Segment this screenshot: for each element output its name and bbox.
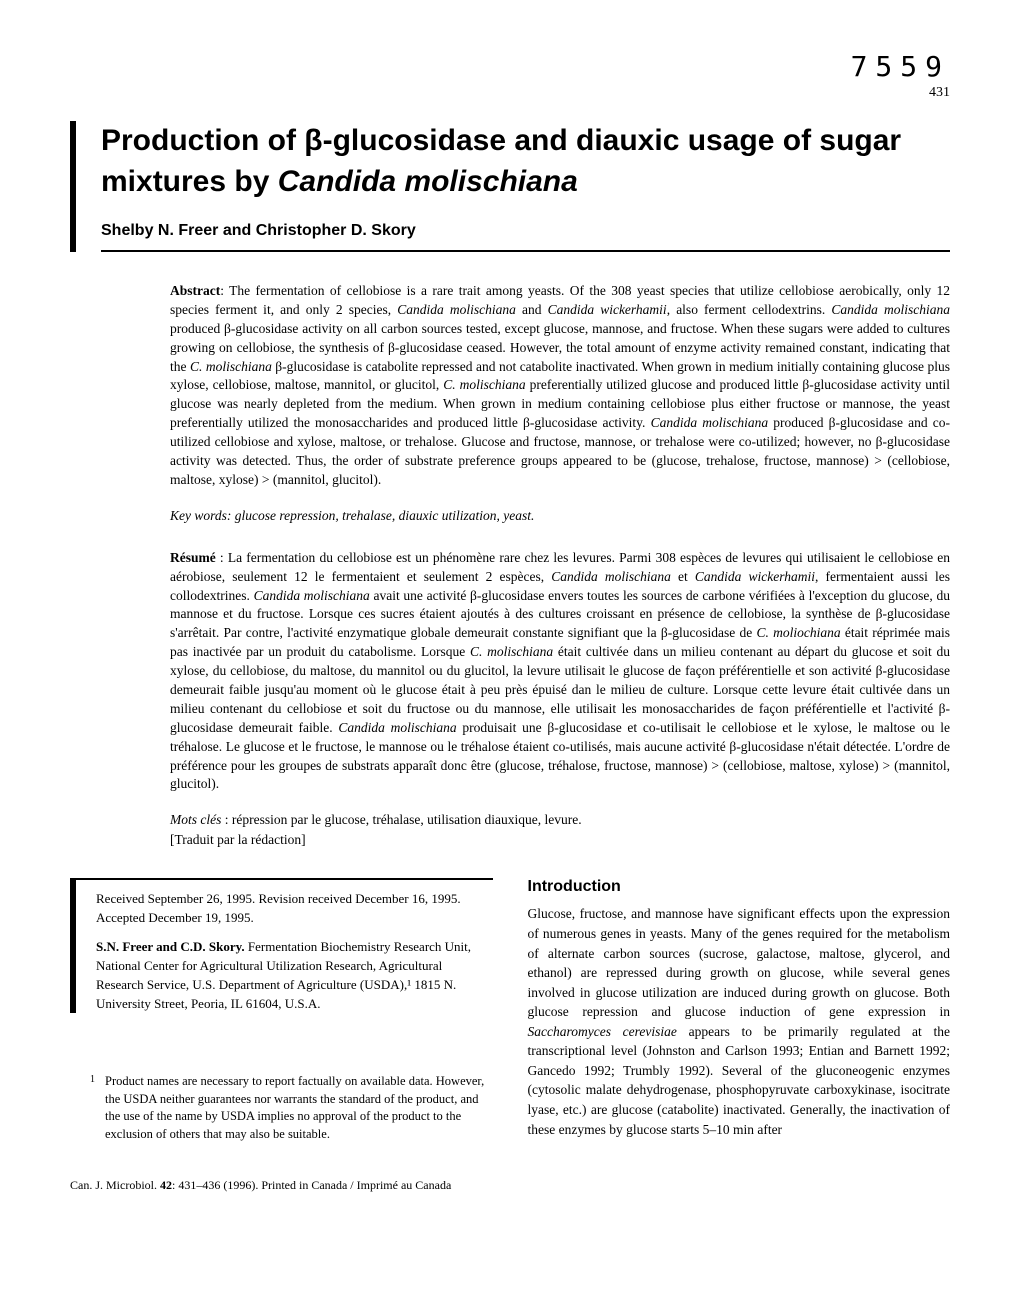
resume: Résumé : La fermentation du cellobiose e… xyxy=(170,549,950,795)
intro-text: Glucose, fructose, and mannose have sign… xyxy=(528,906,951,1019)
intro-text: appears to be primarily regulated at the… xyxy=(528,1024,951,1137)
page-footer: Can. J. Microbiol. 42: 431–436 (1996). P… xyxy=(70,1178,950,1193)
author-affiliation-names: S.N. Freer and C.D. Skory. xyxy=(96,939,245,954)
mots-cles: Mots clés : répression par le glucose, t… xyxy=(170,812,950,828)
species-name: Candida molischiana xyxy=(397,302,516,317)
title-species: Candida molischiana xyxy=(278,165,578,198)
footnote-text: Product names are necessary to report fa… xyxy=(105,1073,493,1143)
motscles-label: Mots clés xyxy=(170,812,221,827)
resume-text: et xyxy=(671,569,695,584)
species-name: C. moliochiana xyxy=(756,625,840,640)
pages: : 431–436 (1996). xyxy=(172,1178,258,1192)
received-block: Received September 26, 1995. Revision re… xyxy=(70,878,493,1013)
footnote-number: 1 xyxy=(90,1073,95,1143)
received-dates: Received September 26, 1995. Revision re… xyxy=(96,890,493,928)
species-name: Candida molischiana xyxy=(651,415,769,430)
keywords: Key words: glucose repression, trehalase… xyxy=(170,508,950,524)
keywords-text: : glucose repression, trehalase, diauxic… xyxy=(227,508,534,523)
abstract: Abstract: The fermentation of cellobiose… xyxy=(170,282,950,490)
species-name: Candida molischiana xyxy=(338,720,456,735)
journal-name: Can. J. Microbiol. xyxy=(70,1178,160,1192)
keywords-label: Key words xyxy=(170,508,227,523)
page-number: 431 xyxy=(70,85,950,101)
resume-label: Résumé xyxy=(170,550,216,565)
species-name: Candida wickerhamii xyxy=(695,569,815,584)
abstract-text: and xyxy=(516,302,548,317)
species-name: C. molischiana xyxy=(443,377,525,392)
printed-note: Printed in Canada / Imprimé au Canada xyxy=(258,1178,451,1192)
authors: Shelby N. Freer and Christopher D. Skory xyxy=(101,222,950,252)
species-name: C. molischiana xyxy=(190,359,272,374)
introduction-heading: Introduction xyxy=(528,878,951,896)
motscles-text: : répression par le glucose, tréhalase, … xyxy=(221,812,581,827)
species-name: Candida wickerhamii xyxy=(548,302,667,317)
article-title: Production of β-glucosidase and diauxic … xyxy=(101,121,950,202)
abstract-label: Abstract xyxy=(170,283,220,298)
volume: 42 xyxy=(160,1178,172,1192)
abstract-text: , also ferment cellodextrins. xyxy=(667,302,832,317)
species-name: Saccharomyces cerevisiae xyxy=(528,1024,677,1039)
translation-note: [Traduit par la rédaction] xyxy=(170,832,950,848)
introduction-text: Glucose, fructose, and mannose have sign… xyxy=(528,904,951,1139)
species-name: Candida molischiana xyxy=(831,302,950,317)
document-number: 7559 xyxy=(70,50,950,83)
species-name: C. molischiana xyxy=(470,644,553,659)
species-name: Candida molischiana xyxy=(551,569,671,584)
footnote: 1 Product names are necessary to report … xyxy=(70,1073,493,1143)
species-name: Candida molischiana xyxy=(254,588,370,603)
